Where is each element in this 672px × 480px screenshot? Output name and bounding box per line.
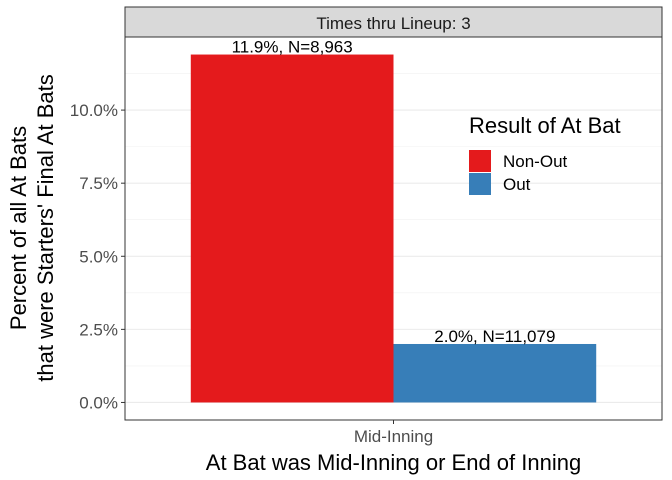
bar-data-label: 11.9%, N=8,963 bbox=[232, 38, 353, 57]
x-axis-title: At Bat was Mid-Inning or End of Inning bbox=[206, 450, 581, 475]
bar-data-label: 2.0%, N=11,079 bbox=[434, 327, 555, 346]
legend-swatch-non-out bbox=[469, 150, 491, 172]
y-axis-title-line1: Percent of all At Bats bbox=[6, 126, 31, 330]
legend-label-non-out: Non-Out bbox=[503, 152, 568, 171]
x-tick-label: Mid-Inning bbox=[354, 427, 433, 446]
y-tick-label: 5.0% bbox=[79, 247, 118, 266]
legend-swatch-out bbox=[469, 173, 491, 195]
y-tick-label: 7.5% bbox=[79, 174, 118, 193]
bars bbox=[190, 54, 597, 403]
bar-non-out bbox=[190, 54, 394, 403]
y-tick-label: 10.0% bbox=[70, 101, 118, 120]
bar-labels: 11.9%, N=8,963 2.0%, N=11,079 bbox=[232, 38, 556, 346]
y-axis: 0.0% 2.5% 5.0% 7.5% 10.0% bbox=[70, 101, 125, 412]
bar-out bbox=[393, 343, 597, 403]
legend-title: Result of At Bat bbox=[469, 113, 621, 138]
facet-strip bbox=[124, 6, 663, 38]
y-tick-label: 0.0% bbox=[79, 393, 118, 412]
legend: Result of At Bat Non-Out Out bbox=[469, 113, 621, 195]
y-axis-title-line2: that were Starters' Final At Bats bbox=[33, 74, 58, 381]
y-tick-label: 2.5% bbox=[79, 320, 118, 339]
facet-strip-label: Times thru Lineup: 3 bbox=[316, 14, 470, 33]
legend-label-out: Out bbox=[503, 175, 531, 194]
x-axis: Mid-Inning bbox=[354, 420, 433, 446]
